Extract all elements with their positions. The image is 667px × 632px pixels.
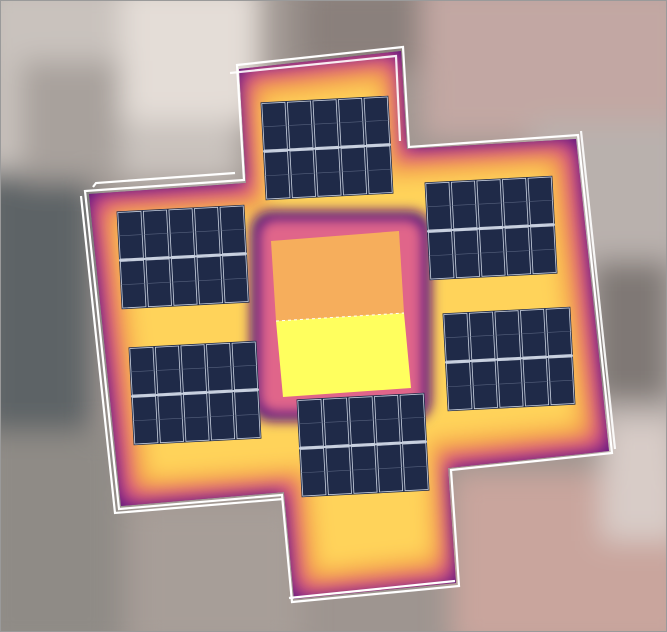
solar-panel-arrays [116, 95, 576, 498]
solar-panel-array-west [116, 204, 250, 310]
solar-panel-array-east [424, 175, 558, 281]
roof-outline [79, 45, 617, 604]
solar-panel-array-southwest [128, 340, 262, 446]
solar-panel-array-south [296, 392, 430, 498]
central-obstruction [271, 231, 411, 397]
solar-panel-array-southeast [442, 306, 576, 412]
solar-panel-array-north [260, 95, 394, 201]
